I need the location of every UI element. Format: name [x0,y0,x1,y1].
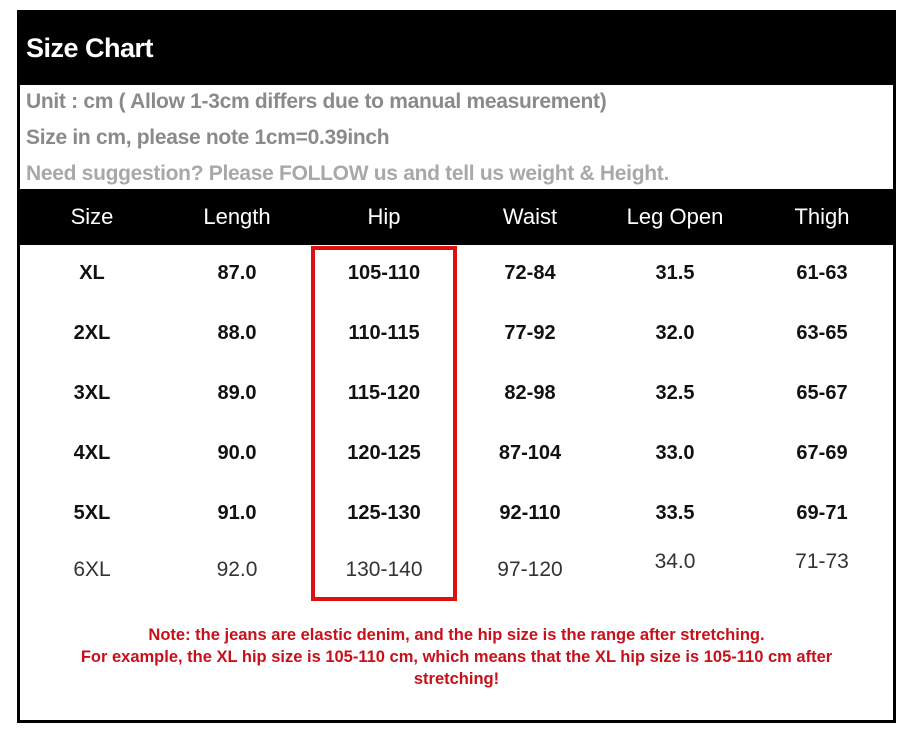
column-header: Leg Open [626,204,724,229]
size-chart: Size Chart Unit : cm ( Allow 1-3cm diffe… [17,10,896,723]
table-cell: 130-140 [345,558,423,581]
table-cell: 110-115 [348,322,420,344]
conversion-info: Size in cm, please note 1cm=0.39inch [26,126,390,149]
column-header: Length [203,204,271,229]
table-cell: 5XL [73,502,111,524]
table-cell: 120-125 [347,442,421,464]
column-header: Size [70,204,114,229]
table-cell: 33.0 [655,442,695,464]
table-cell: 2XL [73,322,111,344]
column-header: Hip [367,204,401,229]
table-cell: 33.5 [655,502,695,524]
table-cell: 32.5 [655,382,695,404]
note-line-1: Note: the jeans are elastic denim, and t… [148,626,765,644]
table-cell: 89.0 [217,382,257,404]
table-cell: 77-92 [504,322,556,344]
table-header: Size Length Hip Waist Leg Open Thigh [20,189,893,245]
table-cell: 115-120 [347,382,421,404]
title-bar: Size Chart [20,13,893,85]
table-cell: 105-110 [347,262,421,284]
table-cell: 88.0 [217,322,257,344]
table-cell: 87.0 [217,262,257,284]
note-line-3: stretching! [413,670,500,688]
chart-title: Size Chart [26,33,154,63]
table-cell: 97-120 [497,558,563,581]
table-cell: 125-130 [347,502,421,524]
table-cell: 65-67 [796,382,848,404]
table-cell: 3XL [73,382,111,404]
table-cell: 87-104 [498,442,562,464]
table-cell: 61-63 [796,262,848,284]
hip-highlight-box [311,246,457,601]
column-header: Waist [502,204,558,229]
table-cell: 63-65 [796,322,848,344]
table-cell: 72-84 [504,262,556,284]
table-cell: 92.0 [216,558,258,581]
unit-info: Unit : cm ( Allow 1-3cm differs due to m… [26,90,607,113]
table-cell: 67-69 [796,442,848,464]
table-cell: 92-110 [499,502,561,524]
table-cell: 91.0 [217,502,257,524]
table-cell: XL [79,262,105,284]
table-cell: 6XL [73,558,111,581]
table-cell: 90.0 [217,442,257,464]
table-cell: 71-73 [795,550,849,573]
table-cell: 32.0 [655,322,695,344]
table-cell: 31.5 [655,262,695,284]
column-header: Thigh [794,204,850,229]
table-cell: 82-98 [504,382,556,404]
table-cell: 4XL [73,442,111,464]
table-cell: 34.0 [654,550,696,573]
table-cell: 69-71 [796,502,848,524]
suggestion-info: Need suggestion? Please FOLLOW us and te… [26,162,669,185]
note-line-2: For example, the XL hip size is 105-110 … [80,648,833,666]
